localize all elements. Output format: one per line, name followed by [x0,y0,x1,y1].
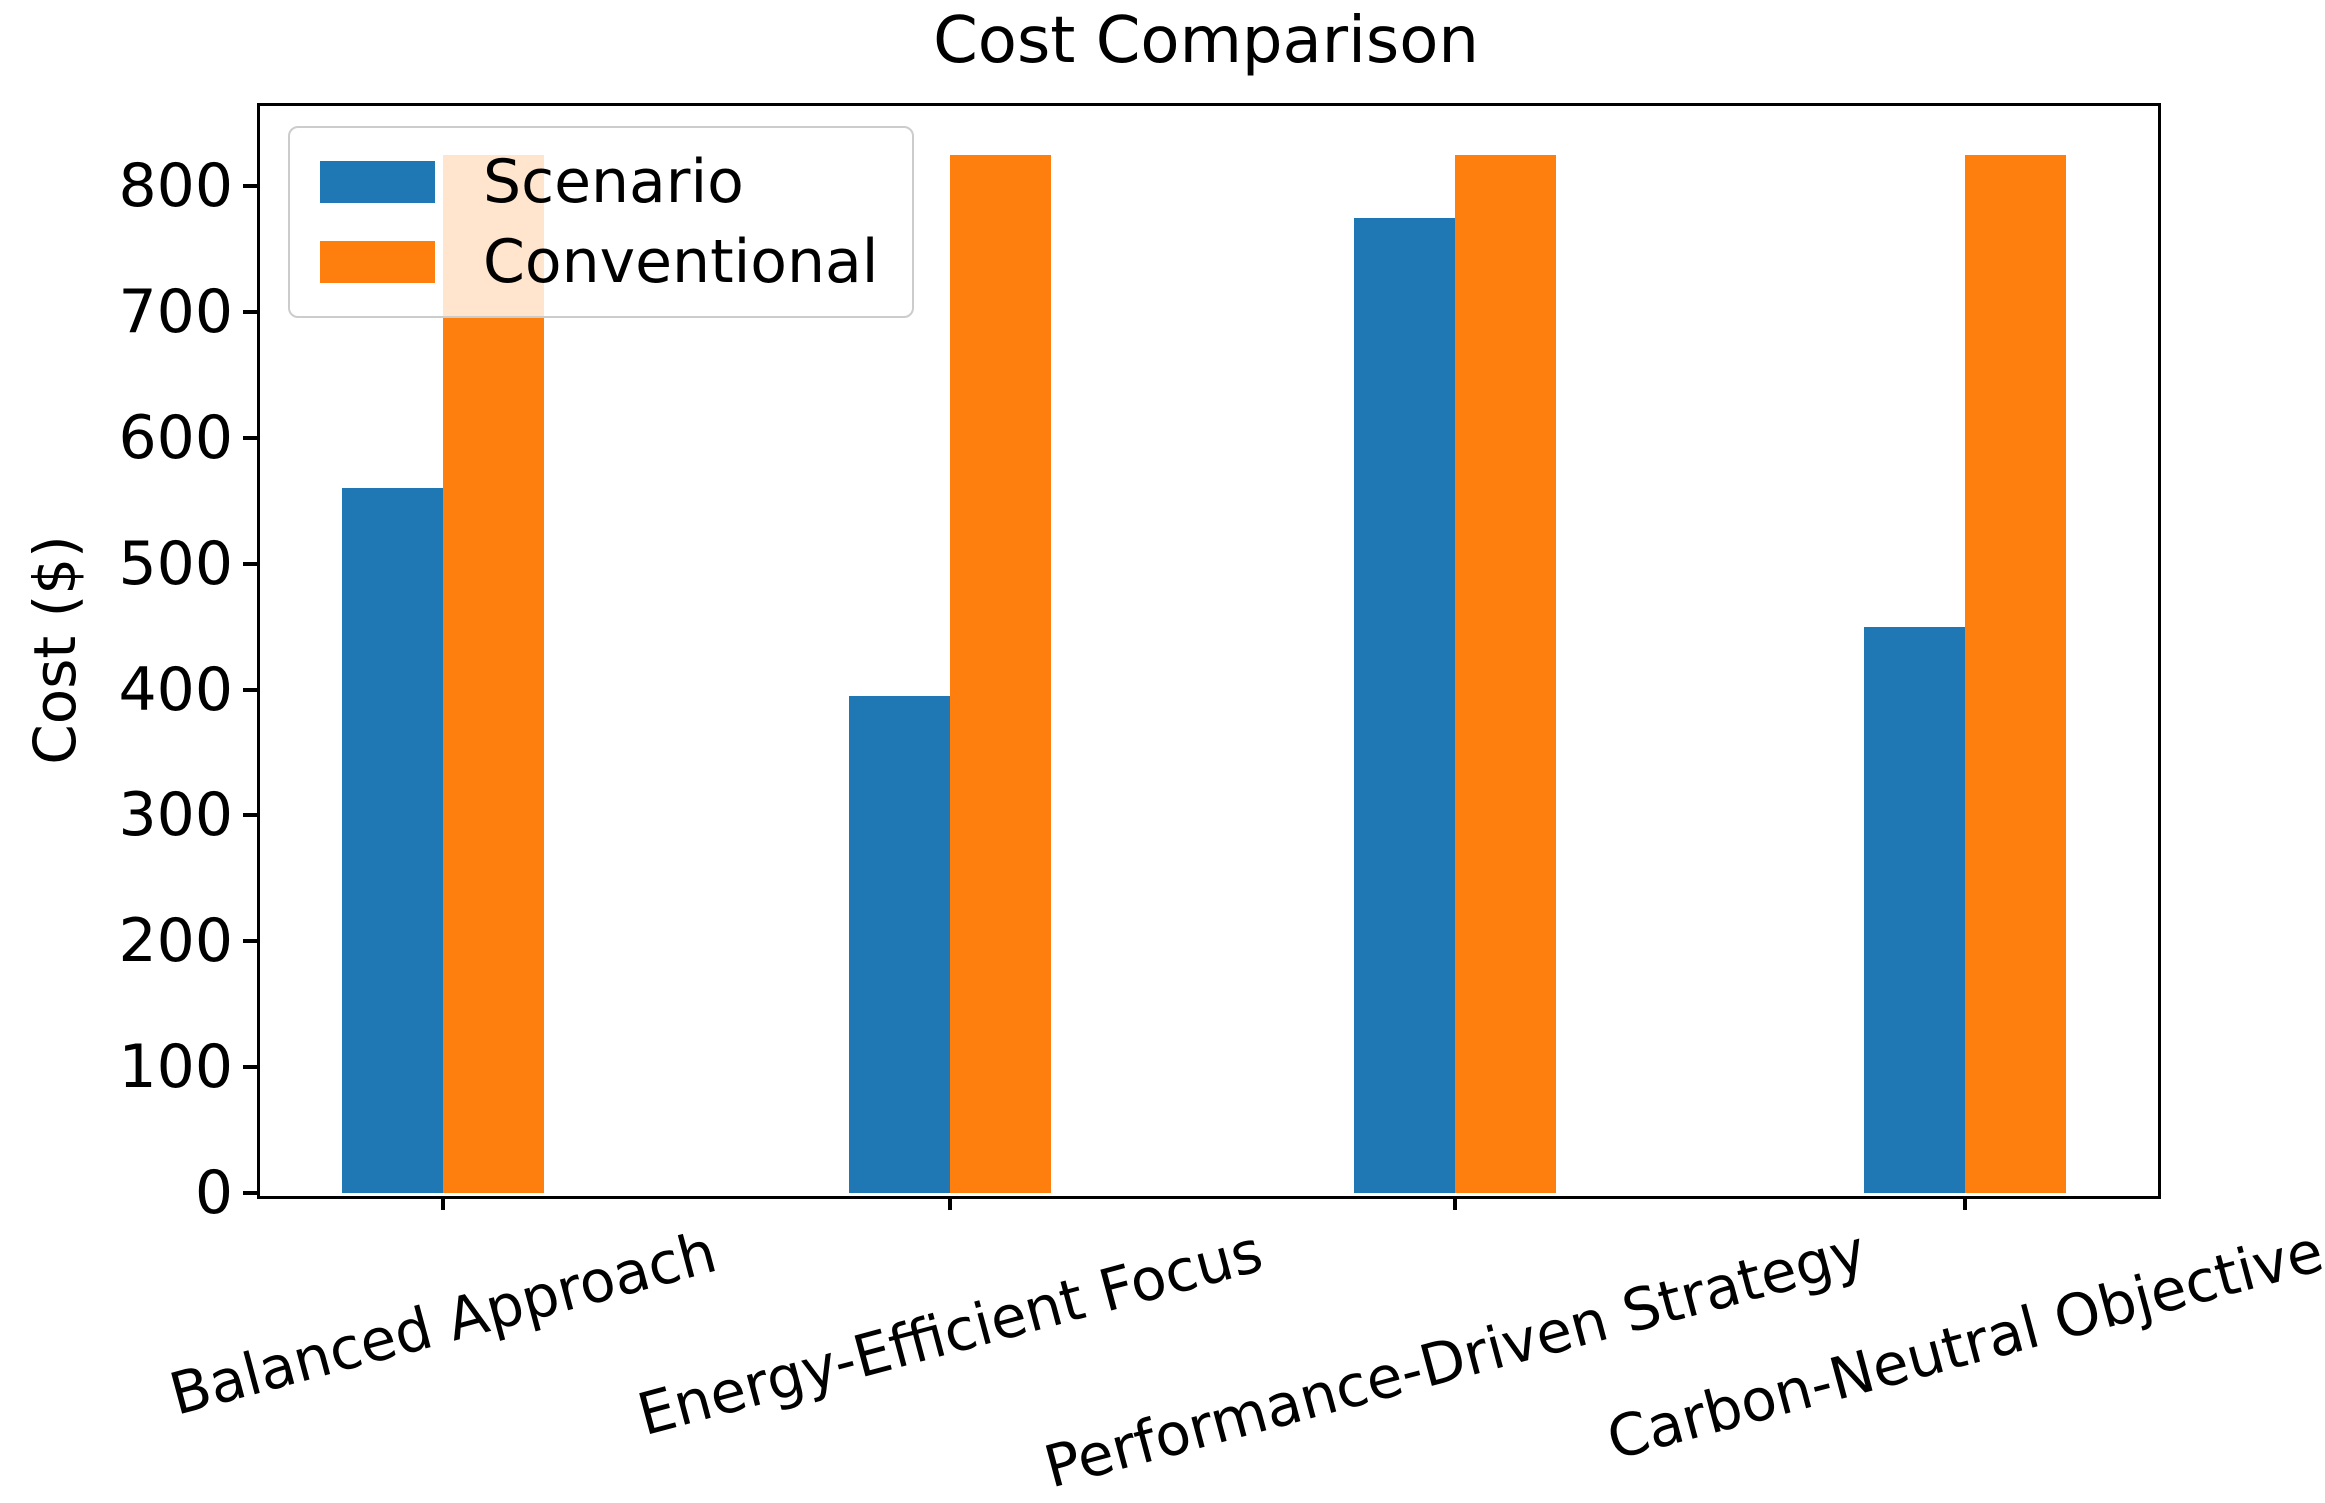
legend-entry-scenario: Scenario [320,150,878,214]
legend-swatch-conventional-icon [320,241,435,283]
legend-label-conventional: Conventional [483,227,879,297]
bar-conventional-balanced-approach [443,154,544,1193]
y-tick-mark-100 [243,1065,257,1070]
x-tick-mark-carbon-neutral-objective [1963,1196,1968,1210]
bar-scenario-performance-driven-strategy [1354,217,1456,1193]
y-tick-mark-800 [243,184,257,189]
y-tick-mark-0 [243,1191,257,1195]
legend-label-scenario: Scenario [483,147,744,217]
y-tick-mark-300 [243,813,257,818]
x-tick-mark-energy-efficient-focus [948,1196,953,1210]
y-tick-label-200: 200 [118,906,233,977]
y-tick-label-400: 400 [118,654,233,725]
y-tick-label-700: 700 [118,276,233,347]
chart-title: Cost Comparison [933,4,1479,78]
y-tick-label-500: 500 [118,528,233,599]
bar-scenario-carbon-neutral-objective [1864,626,1966,1193]
y-tick-mark-500 [243,561,257,566]
legend-entry-conventional: Conventional [320,230,878,294]
bar-conventional-carbon-neutral-objective [1965,154,2067,1193]
bar-scenario-energy-efficient-focus [849,695,951,1193]
y-tick-label-600: 600 [118,402,233,473]
legend: Scenario Conventional [288,126,915,318]
y-axis-label: Cost ($) [21,535,89,765]
x-tick-mark-performance-driven-strategy [1453,1196,1458,1210]
y-tick-label-300: 300 [118,780,233,851]
y-tick-mark-600 [243,435,257,440]
y-tick-label-800: 800 [118,151,233,222]
x-tick-mark-balanced-approach [441,1196,445,1210]
y-tick-label-0: 0 [194,1158,233,1228]
plot-area [257,103,2161,1199]
bar-scenario-balanced-approach [342,488,443,1193]
legend-swatch-scenario-icon [320,161,435,203]
bar-conventional-performance-driven-strategy [1455,154,1557,1193]
y-tick-label-100: 100 [118,1032,233,1103]
y-tick-mark-700 [243,309,257,314]
bar-conventional-energy-efficient-focus [950,154,1052,1193]
y-tick-mark-200 [243,939,257,944]
y-tick-mark-400 [243,687,257,692]
